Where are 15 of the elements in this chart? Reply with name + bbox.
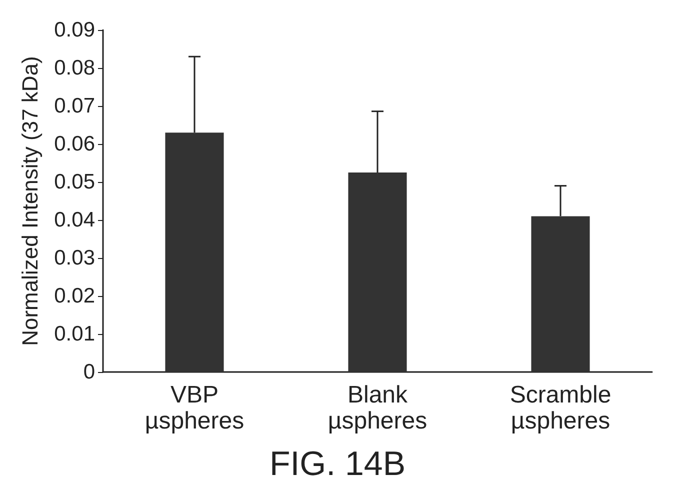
y-tick-label: 0.07 — [54, 94, 95, 118]
y-tick-label: 0.03 — [54, 246, 95, 270]
y-tick-label: 0.09 — [54, 18, 95, 42]
y-tick-label: 0.05 — [54, 170, 95, 194]
text: FIG. 14B — [269, 445, 406, 483]
x-tick-label: Scramble µspheres — [510, 382, 612, 434]
y-tick-label: 0 — [83, 360, 95, 384]
y-tick-label: 0.01 — [54, 322, 95, 346]
y-tick-label: 0.04 — [54, 208, 96, 232]
y-axis-title: Normalized Intensity (37 kDa) — [18, 56, 42, 346]
y-tick-label: 0.02 — [54, 284, 95, 308]
x-tick-label: VBP µspheres — [144, 382, 244, 434]
y-tick-label: 0.06 — [54, 132, 95, 156]
x-tick-label: Blank µspheres — [328, 382, 428, 434]
y-tick-label: 0.08 — [54, 56, 95, 80]
